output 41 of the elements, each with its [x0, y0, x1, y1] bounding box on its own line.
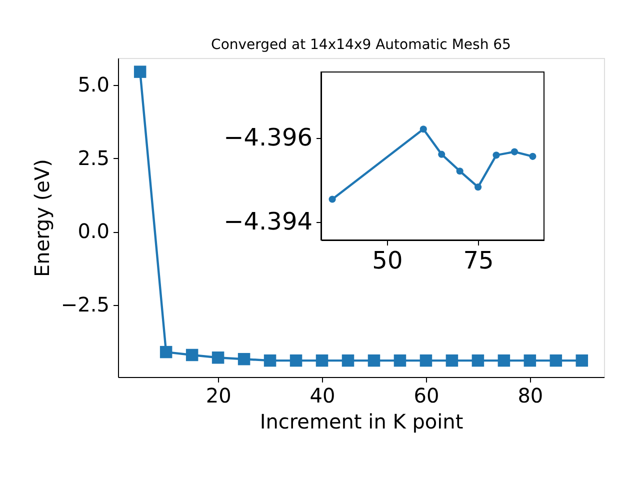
point — [420, 126, 427, 133]
x-tick-label: 60 — [414, 384, 440, 408]
point — [328, 196, 336, 203]
point — [342, 354, 354, 367]
point — [160, 346, 172, 358]
chart-title: Converged at 14x14x9 Automatic Mesh 65 — [211, 37, 511, 53]
y-tick-label: −2.5 — [60, 292, 110, 317]
point — [474, 184, 482, 191]
point — [446, 354, 458, 367]
y-tick-label: 0.0 — [78, 219, 110, 244]
x-tick-label: 40 — [310, 384, 336, 408]
point — [498, 354, 510, 367]
point — [186, 348, 198, 362]
point — [510, 148, 518, 156]
point — [316, 354, 328, 367]
y-tick-label: −4.396 — [224, 123, 312, 152]
point — [238, 352, 250, 366]
point — [368, 354, 380, 367]
x-tick-label: 20 — [206, 384, 232, 408]
point — [576, 354, 588, 367]
y-tick-label: 5.0 — [78, 72, 110, 96]
x-tick-label: 80 — [518, 384, 544, 408]
point — [212, 352, 224, 364]
point — [420, 354, 432, 367]
x-tick-label: 75 — [463, 246, 494, 274]
point — [290, 354, 302, 367]
point — [456, 168, 464, 175]
point — [438, 150, 446, 158]
y-tick-label: 2.5 — [78, 146, 110, 170]
y-tick-label: −4.394 — [224, 207, 312, 236]
point — [524, 354, 536, 367]
point — [264, 354, 276, 367]
point — [472, 354, 484, 367]
x-tick-label: 50 — [372, 246, 403, 274]
y-axis-title: Energy (eV) — [30, 159, 54, 277]
point — [394, 354, 406, 367]
x-axis-title: Increment in K point — [260, 410, 464, 434]
point — [550, 354, 562, 367]
point — [529, 152, 536, 160]
point — [134, 66, 146, 78]
point — [492, 152, 500, 159]
